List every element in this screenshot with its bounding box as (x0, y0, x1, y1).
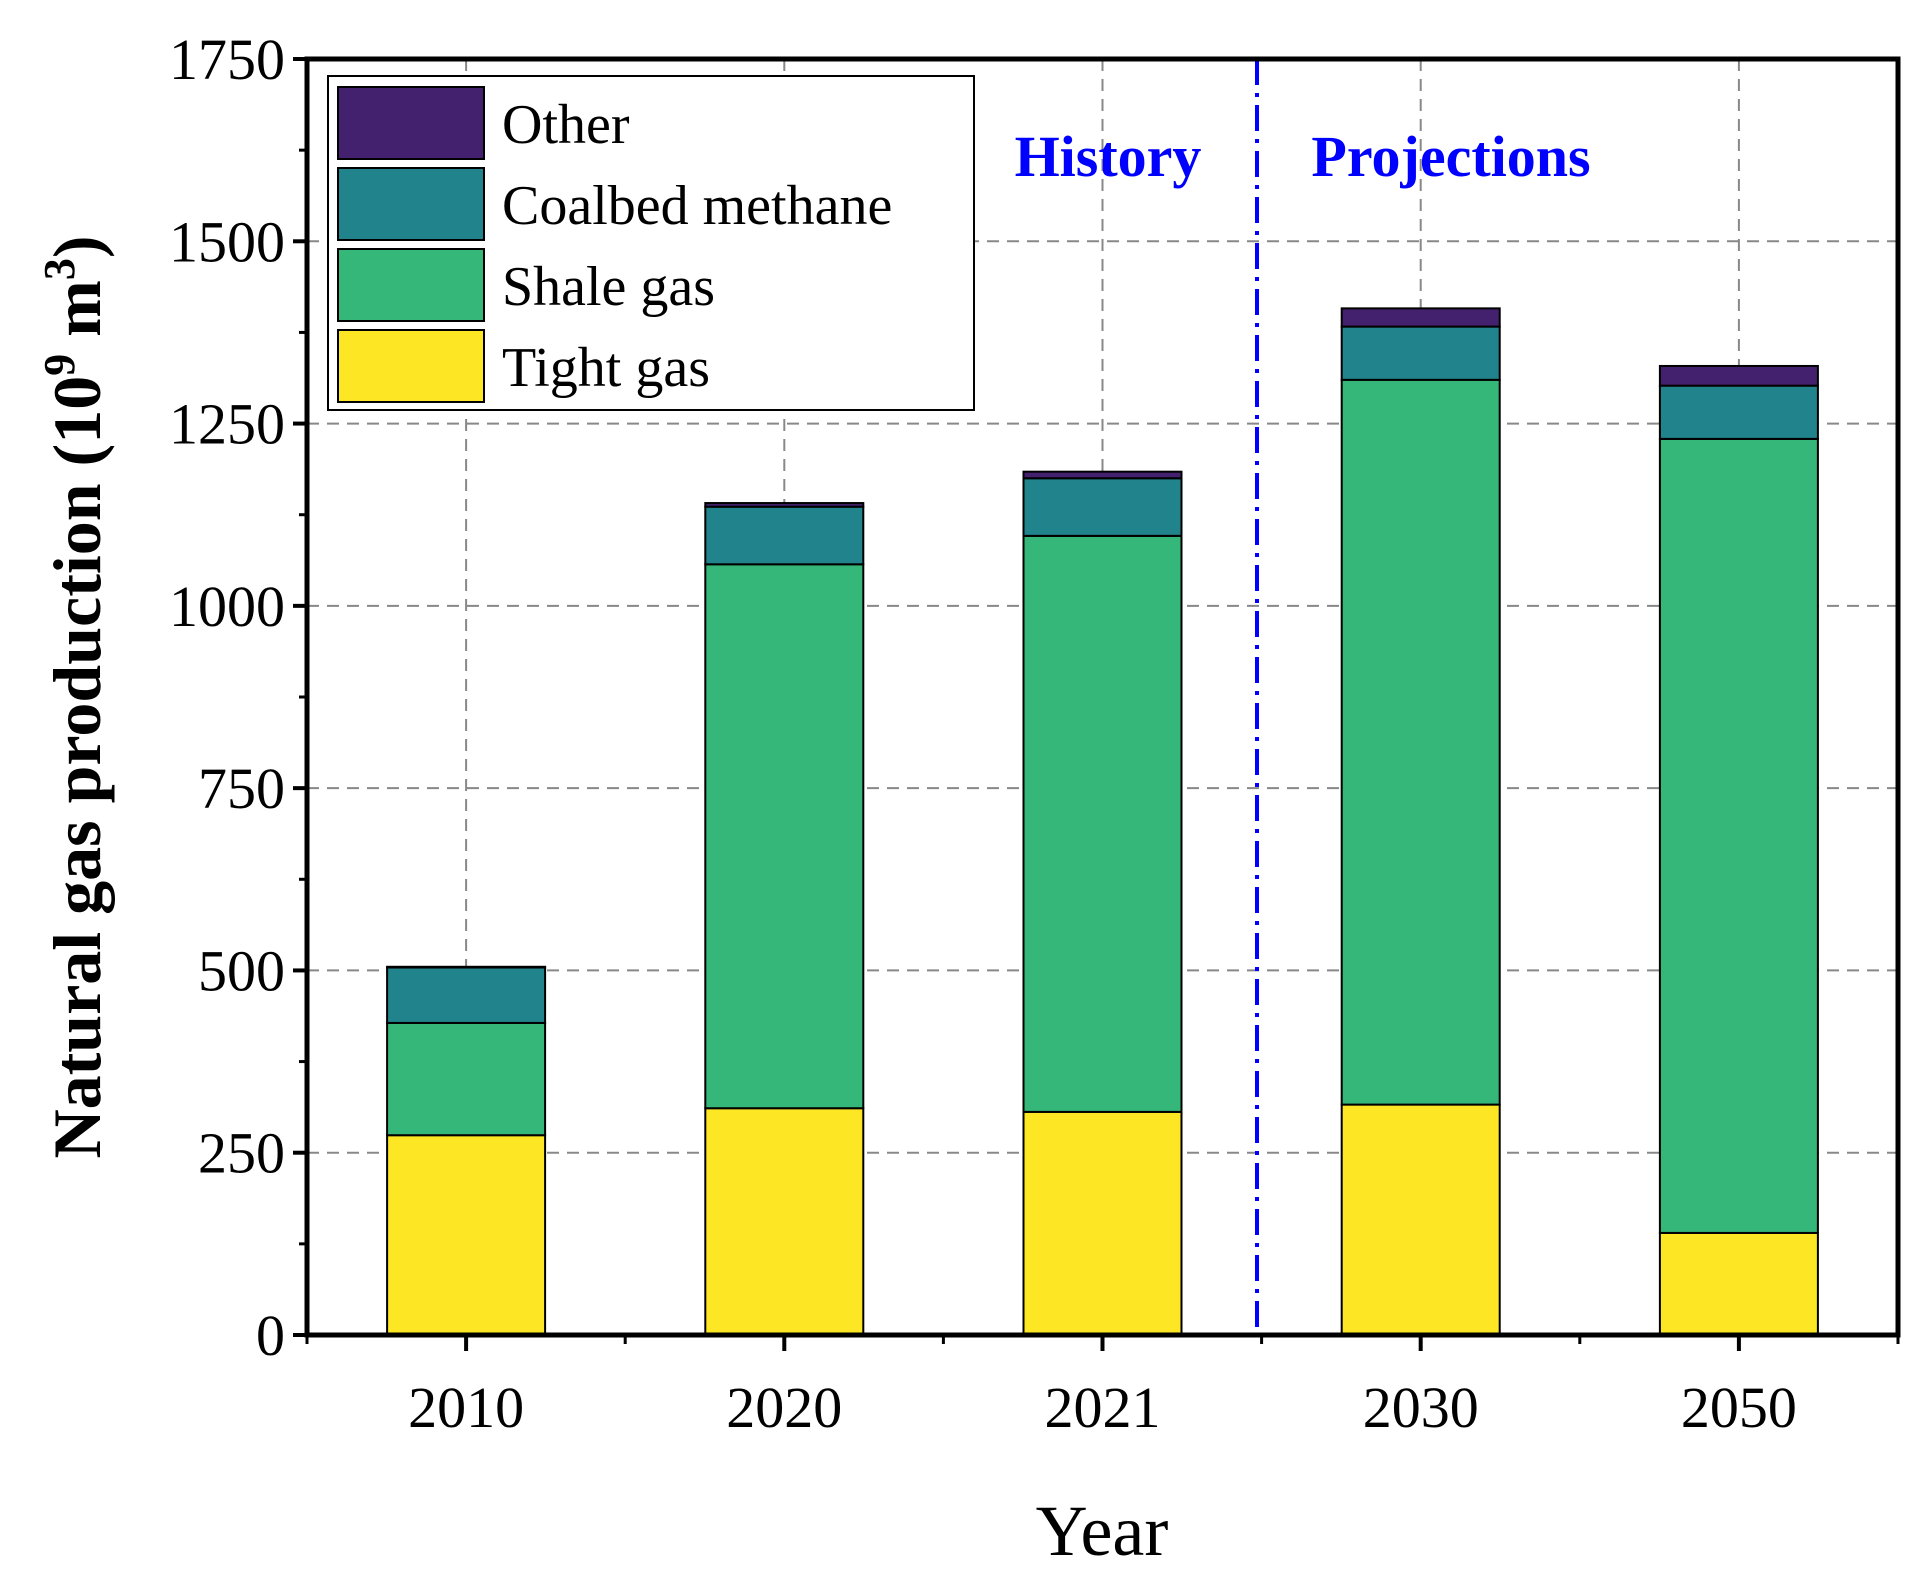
y-axis-label-unit: m (39, 280, 115, 354)
bar-segment-tight-gas (704, 1107, 865, 1336)
y-axis-label: Natural gas production (109 m3) (35, 235, 115, 1158)
legend-label: Tight gas (502, 337, 710, 399)
legend-swatch (337, 167, 485, 241)
bar-segment-other (704, 502, 865, 508)
bar-segment-coalbed-methane (704, 505, 865, 566)
x-tick-label: 2020 (726, 1375, 842, 1440)
bar-segment-tight-gas (1022, 1110, 1183, 1337)
bars (386, 307, 1819, 1337)
y-tick-label: 1000 (169, 574, 285, 639)
history-label: History (1015, 124, 1202, 189)
bar-segment-other (1022, 470, 1183, 480)
bar-segment-other (1340, 307, 1501, 328)
y-tick-label: 250 (198, 1121, 285, 1186)
y-axis-label-close: ) (39, 235, 115, 258)
y-tick-label: 0 (256, 1303, 285, 1368)
bar-segment-shale-gas (1340, 378, 1501, 1106)
bar-segment-shale-gas (386, 1021, 547, 1137)
bar-segment-shale-gas (1022, 534, 1183, 1113)
y-tick-label: 500 (198, 938, 285, 1003)
bar-segment-shale-gas (1658, 437, 1819, 1234)
bar-segment-tight-gas (386, 1134, 547, 1336)
legend-label: Other (502, 94, 630, 156)
legend-swatch (337, 86, 485, 160)
x-tick-label: 2010 (408, 1375, 524, 1440)
x-axis-label: Year (1036, 1491, 1169, 1571)
bar-segment-other (1658, 364, 1819, 387)
x-tick-label: 2030 (1363, 1375, 1479, 1440)
x-tick-label: 2050 (1681, 1375, 1797, 1440)
y-axis-label-exp: 9 (35, 354, 84, 376)
y-tick-label: 750 (198, 756, 285, 821)
y-axis-label-main: Natural gas production (10 (39, 376, 115, 1159)
bar-segment-shale-gas (704, 563, 865, 1110)
bar-segment-coalbed-methane (1658, 384, 1819, 440)
legend-swatch (337, 329, 485, 403)
y-tick-label: 1250 (169, 392, 285, 457)
y-tick-label: 1750 (169, 27, 285, 92)
bar-segment-coalbed-methane (1022, 477, 1183, 537)
bar-segment-tight-gas (1658, 1231, 1819, 1337)
bar-segment-coalbed-methane (386, 966, 547, 1024)
legend-swatch (337, 248, 485, 322)
y-tick-label: 1500 (169, 209, 285, 274)
bar-segment-other (386, 965, 547, 969)
legend-label: Coalbed methane (502, 175, 892, 237)
y-axis-label-unit-exp: 3 (35, 258, 84, 280)
projections-label: Projections (1311, 124, 1590, 189)
legend: Other Coalbed methane Shale gas Tight gas (327, 75, 975, 411)
legend-label: Shale gas (502, 256, 715, 318)
x-tick-label: 2021 (1045, 1375, 1161, 1440)
bar-segment-tight-gas (1340, 1103, 1501, 1336)
bar-segment-coalbed-methane (1340, 325, 1501, 381)
axes: 0 250 500 750 1000 1250 1500 1750 2010 2020 2021 20… (169, 27, 1900, 1440)
